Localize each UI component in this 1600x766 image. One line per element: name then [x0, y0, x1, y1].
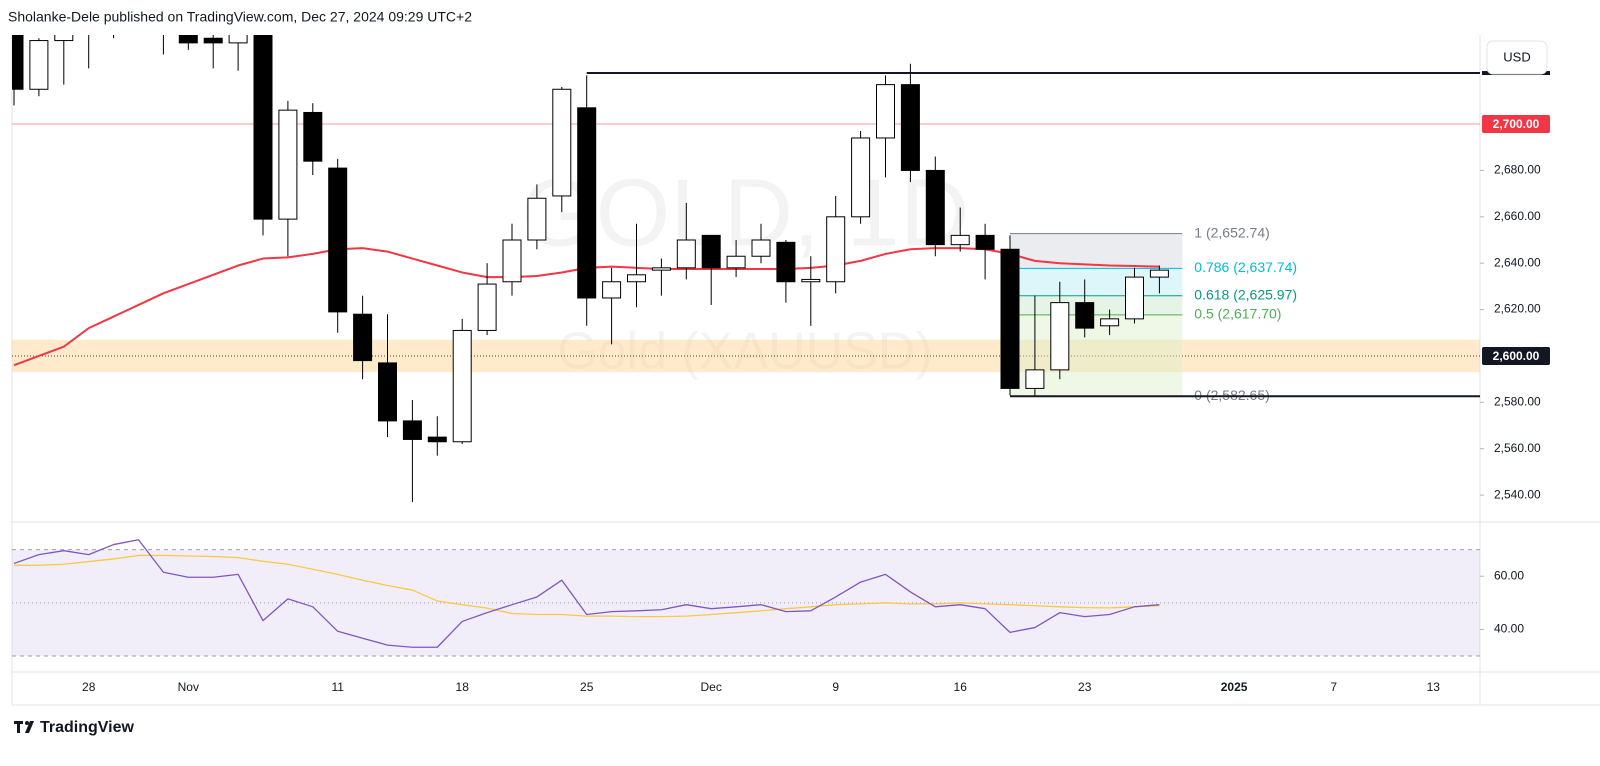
candle-body	[1075, 302, 1095, 329]
candle-body	[12, 35, 24, 90]
rsi-ma	[14, 554, 1160, 618]
candle-body	[278, 109, 298, 220]
candle-body	[751, 239, 771, 257]
candle-body	[900, 84, 920, 171]
brand: TradingView	[40, 719, 135, 736]
candle-body	[1000, 248, 1020, 389]
y-tick-label: 2,660.00	[1494, 209, 1541, 223]
fib-zone	[1010, 295, 1183, 315]
candle-body	[353, 313, 373, 362]
x-tick-label: 25	[580, 680, 594, 694]
logo	[14, 721, 34, 733]
logo-icon	[25, 721, 29, 725]
candle-body	[925, 169, 945, 246]
candle-body	[826, 216, 846, 283]
candle-body	[178, 35, 198, 44]
logo-icon	[17, 721, 20, 733]
candle-body	[627, 274, 646, 283]
candle-body	[1149, 269, 1169, 278]
candle-body	[1125, 276, 1144, 320]
candle-body	[602, 281, 622, 299]
candle-body	[801, 278, 821, 283]
candle-body	[477, 283, 497, 331]
price-tag	[1482, 346, 1550, 365]
fib-label: 0 (2,582.65)	[1194, 387, 1270, 403]
candle-body	[303, 111, 323, 162]
y-tick-label: 2,620.00	[1494, 302, 1541, 316]
price-tag	[1482, 115, 1550, 134]
axes: 2,700.00 2,600.00 2,540.00 2,560.00 2,580.00…	[82, 71, 1550, 694]
candle-body	[378, 362, 397, 422]
candle-body	[552, 88, 572, 197]
candle-body	[577, 107, 597, 299]
logo-icon	[25, 721, 34, 733]
x-tick-label: 18	[456, 680, 470, 694]
x-tick-label: 13	[1427, 680, 1441, 694]
fib-label: 0.786 (2,637.74)	[1194, 259, 1297, 275]
x-tick-label: Nov	[178, 680, 199, 694]
candle-body	[1050, 302, 1070, 371]
candle-body	[253, 35, 273, 220]
candle-body	[54, 35, 74, 42]
x-tick-label: 9	[832, 680, 839, 694]
x-tick-label: 11	[331, 680, 344, 694]
candle-body	[726, 255, 746, 269]
candle-body	[29, 40, 49, 90]
candle-body	[452, 329, 472, 443]
currency-button[interactable]	[1486, 40, 1548, 75]
candle-body	[1100, 318, 1120, 327]
x-tick-label: Dec	[701, 680, 722, 694]
rsi-tick-label: 40.00	[1494, 622, 1524, 636]
rsi-line	[13, 539, 1160, 648]
fib-zone	[1010, 233, 1183, 269]
x-tick-label: 7	[1330, 680, 1337, 694]
price-tag-label: 2,700.00	[1493, 117, 1540, 131]
currency-label: USD	[1503, 49, 1530, 64]
candle-body	[676, 239, 696, 269]
rsi-pane	[12, 539, 1480, 657]
candle-body	[975, 234, 995, 250]
candle-body	[701, 234, 721, 269]
candle-body	[651, 267, 671, 271]
candle-body	[203, 37, 223, 44]
x-tick-label: 2025	[1221, 680, 1248, 694]
y-tick-label: 2,680.00	[1494, 163, 1541, 177]
x-tick-label: 16	[954, 680, 968, 694]
candle-body	[502, 239, 522, 283]
fib-label: 0.618 (2,625.97)	[1194, 286, 1297, 302]
candle-body	[776, 241, 796, 283]
y-tick-label: 2,540.00	[1494, 487, 1541, 501]
candle-body	[851, 137, 871, 218]
candle-body	[427, 436, 447, 443]
rsi-tick-label: 60.00	[1494, 568, 1524, 582]
x-tick-label: 23	[1078, 680, 1092, 694]
y-tick-label: 2,580.00	[1494, 395, 1541, 409]
y-tick-label: 2,560.00	[1494, 441, 1541, 455]
fib-label: 1 (2,652.74)	[1194, 224, 1270, 240]
candle-body	[228, 35, 248, 44]
watermark-symbol: Gold (XAUUSD)	[557, 323, 933, 381]
y-tick-label: 2,640.00	[1494, 255, 1541, 269]
candle-body	[1025, 369, 1045, 389]
supply-demand-zone	[12, 339, 1480, 373]
fib-label: 0.5 (2,617.70)	[1194, 306, 1281, 322]
candle-body	[328, 167, 348, 313]
price-tag-label: 2,600.00	[1493, 349, 1540, 363]
candle-body	[402, 420, 422, 440]
x-tick-label: 28	[82, 680, 96, 694]
candle-body	[527, 197, 547, 241]
candle-body	[950, 234, 970, 246]
header-title: Sholanke-Dele published on TradingView.c…	[8, 9, 472, 25]
candle-body	[876, 84, 895, 139]
